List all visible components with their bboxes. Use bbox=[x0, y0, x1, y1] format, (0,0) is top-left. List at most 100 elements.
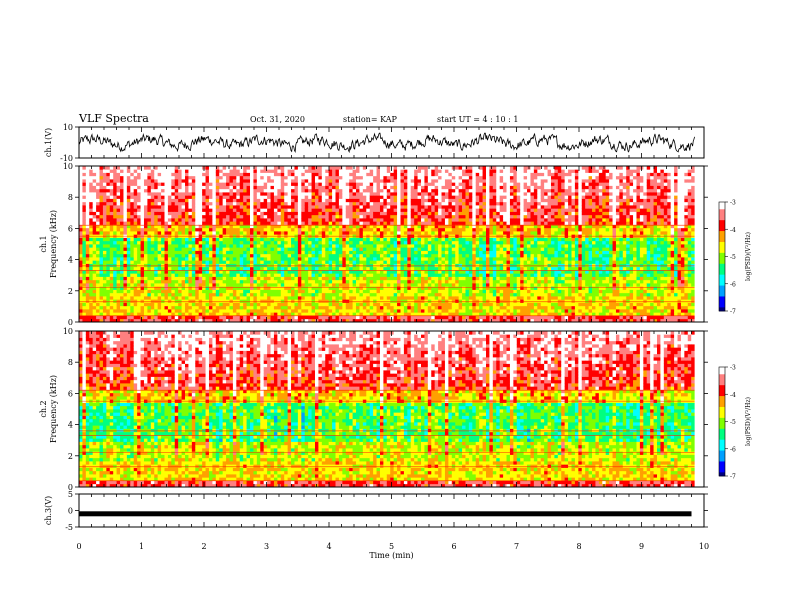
spectrogram-cell bbox=[208, 292, 213, 297]
spectrogram-cell bbox=[273, 185, 278, 190]
spectrogram-cell bbox=[219, 166, 224, 170]
spectrogram-cell bbox=[147, 182, 152, 186]
spectrogram-cell bbox=[267, 286, 271, 290]
spectrogram-cell bbox=[236, 227, 241, 232]
spectrogram-cell bbox=[215, 250, 220, 255]
spectrogram-cell bbox=[369, 195, 374, 199]
spectrogram-cell bbox=[226, 276, 230, 281]
spectrogram-cell bbox=[89, 283, 94, 287]
spectrogram-cell bbox=[154, 286, 159, 290]
spectrogram-cell bbox=[393, 240, 398, 245]
spectrogram-cell bbox=[287, 312, 292, 316]
spectrogram-cell bbox=[417, 224, 422, 229]
spectrogram-cell bbox=[120, 286, 124, 290]
spectrogram-cell bbox=[133, 247, 138, 251]
spectrogram-cell bbox=[284, 208, 289, 212]
spectrogram-cell bbox=[321, 283, 326, 287]
spectrogram-cell bbox=[195, 169, 200, 173]
spectrogram-cell bbox=[397, 270, 401, 274]
spectrogram-cell bbox=[195, 286, 200, 290]
spectrogram-cell bbox=[417, 166, 422, 170]
spectrogram-cell bbox=[311, 188, 316, 193]
spectrogram-cell bbox=[164, 188, 169, 193]
spectrogram-cell bbox=[386, 247, 391, 251]
spectrogram-cell bbox=[246, 195, 251, 199]
spectrogram-cell bbox=[164, 250, 169, 255]
spectrogram-cell bbox=[89, 309, 94, 313]
spectrogram-cell bbox=[407, 166, 412, 170]
spectrogram-cell bbox=[99, 175, 104, 180]
spectrogram-cell bbox=[397, 286, 401, 290]
spectrogram-cell bbox=[239, 270, 244, 274]
spectrogram-cell bbox=[338, 305, 343, 310]
spectrogram-cell bbox=[120, 279, 124, 284]
spectrogram-cell bbox=[195, 201, 200, 206]
spectrogram-cell bbox=[294, 205, 299, 209]
spectrogram-cell bbox=[407, 179, 412, 183]
spectrogram-cell bbox=[407, 231, 412, 235]
spectrogram-cell bbox=[171, 214, 176, 219]
spectrogram-cell bbox=[219, 172, 224, 177]
spectrogram-cell bbox=[126, 214, 131, 219]
spectrogram-cell bbox=[82, 279, 87, 284]
spectrogram-cell bbox=[284, 276, 289, 281]
spectrogram-cell bbox=[150, 211, 155, 216]
spectrogram-cell bbox=[99, 218, 104, 222]
spectrogram-cell bbox=[161, 240, 165, 245]
spectrogram-cell bbox=[349, 315, 354, 320]
spectrogram-cell bbox=[243, 231, 247, 235]
spectrogram-cell bbox=[239, 260, 244, 264]
spectrogram-cell bbox=[79, 201, 83, 206]
spectrogram-cell bbox=[332, 244, 336, 248]
spectrogram-cell bbox=[246, 205, 251, 209]
spectrogram-cell bbox=[314, 292, 319, 297]
spectrogram-cell bbox=[130, 214, 135, 219]
spectrogram-cell bbox=[260, 214, 265, 219]
spectrogram-cell bbox=[417, 192, 422, 196]
spectrogram-cell bbox=[246, 247, 251, 251]
spectrogram-cell bbox=[376, 211, 381, 216]
spectrogram-cell bbox=[332, 279, 336, 284]
spectrogram-cell bbox=[287, 214, 292, 219]
spectrogram-cell bbox=[232, 231, 237, 235]
spectrogram-cell bbox=[270, 182, 275, 186]
spectrogram-cell bbox=[120, 224, 124, 229]
spectrogram-cell bbox=[335, 172, 340, 177]
spectrogram-cell bbox=[379, 185, 384, 190]
spectrogram-cell bbox=[126, 218, 131, 222]
spectrogram-cell bbox=[335, 289, 340, 294]
spectrogram-cell bbox=[342, 302, 347, 307]
spectrogram-cell bbox=[403, 276, 408, 281]
spectrogram-cell bbox=[202, 175, 206, 180]
spectrogram-cell bbox=[352, 175, 357, 180]
spectrogram-cell bbox=[150, 266, 155, 271]
spectrogram-cell bbox=[379, 214, 384, 219]
spectrogram-cell bbox=[178, 188, 182, 193]
spectrogram-cell bbox=[356, 279, 360, 284]
spectrogram-cell bbox=[366, 208, 371, 212]
spectrogram-cell bbox=[338, 175, 343, 180]
spectrogram-cell bbox=[232, 292, 237, 297]
spectrogram-cell bbox=[147, 302, 152, 307]
spectrogram-cell bbox=[154, 240, 159, 245]
spectrogram-cell bbox=[174, 208, 179, 212]
spectrogram-cell bbox=[212, 286, 217, 290]
spectrogram-cells bbox=[79, 166, 696, 323]
spectrogram-cell bbox=[191, 289, 196, 294]
spectrogram-cell bbox=[352, 185, 357, 190]
spectrogram-cell bbox=[291, 185, 295, 190]
spectrogram-cell bbox=[256, 273, 261, 277]
spectrogram-cell bbox=[421, 273, 425, 277]
spectrogram-cell bbox=[383, 266, 388, 271]
spectrogram-cell bbox=[133, 279, 138, 284]
spectrogram-cell bbox=[291, 211, 295, 216]
spectrogram-cell bbox=[386, 276, 391, 281]
spectrogram-cell bbox=[335, 185, 340, 190]
spectrogram-cell bbox=[208, 257, 213, 261]
spectrogram-cell bbox=[291, 182, 295, 186]
spectrogram-cell bbox=[116, 214, 121, 219]
spectrogram-cell bbox=[133, 211, 138, 216]
spectrogram-cell bbox=[376, 296, 381, 300]
spectrogram-cell bbox=[390, 289, 395, 294]
spectrogram-cell bbox=[356, 208, 360, 212]
